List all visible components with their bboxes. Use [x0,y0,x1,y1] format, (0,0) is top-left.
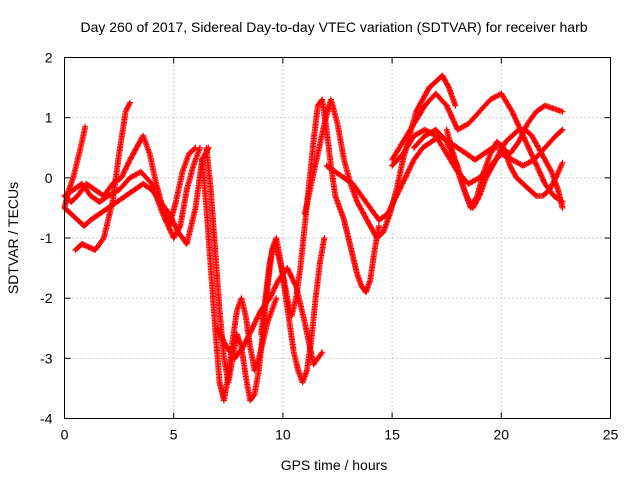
grid-lines [64,57,611,419]
series-track-15 [443,126,566,211]
y-tick-label: -3 [40,350,53,366]
x-tick-label: 5 [170,427,178,443]
y-tick-label: 1 [45,110,53,126]
y-tick-label: 2 [45,50,53,66]
y-axis-label: SDTVAR / TECUs [5,182,21,294]
x-tick-label: 10 [275,427,291,443]
x-axis-label: GPS time / hours [281,457,388,473]
x-tick-label: 15 [384,427,400,443]
x-tick-label: 25 [603,427,619,443]
y-tick-label: -4 [40,411,53,427]
tick-labels: 0 5 10 15 20 25 -4 -3 -2 -1 0 1 2 [40,50,618,443]
y-tick-label: 0 [45,170,53,186]
series-markers [389,90,566,205]
x-tick-label: 20 [494,427,510,443]
series-markers [443,126,566,211]
y-tick-label: -1 [40,230,53,246]
data-series [61,72,566,404]
series-track-12 [389,90,566,205]
chart-title: Day 260 of 2017, Sidereal Day-to-day VTE… [80,19,587,35]
x-tick-label: 0 [61,427,69,443]
y-tick-label: -2 [40,290,53,306]
ticks [64,57,611,419]
